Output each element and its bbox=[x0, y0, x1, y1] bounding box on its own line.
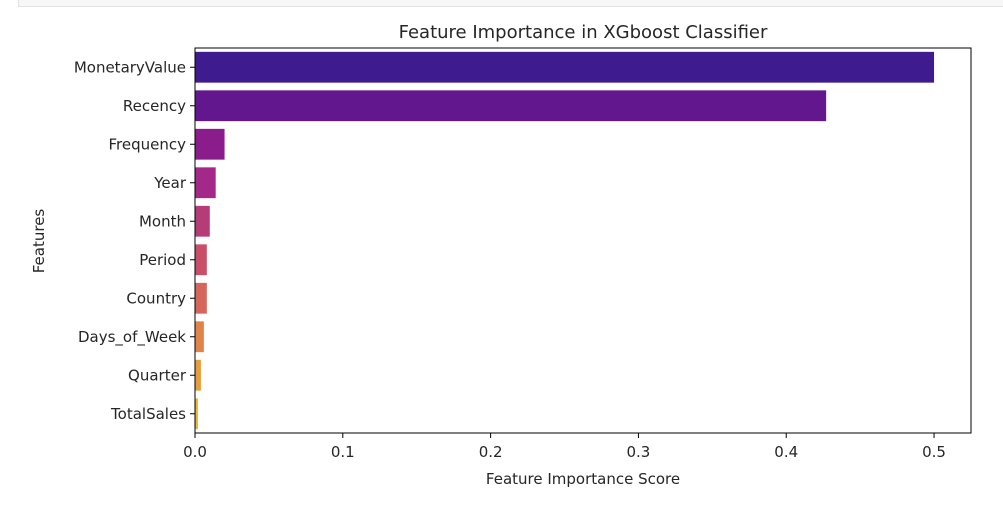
y-tick-label: Quarter bbox=[128, 366, 187, 384]
y-tick-label: Country bbox=[126, 289, 186, 307]
y-tick-label: Frequency bbox=[109, 135, 187, 153]
bar-quarter bbox=[195, 359, 201, 391]
y-tick-label: Month bbox=[139, 212, 186, 230]
bar-monetaryvalue bbox=[195, 51, 935, 83]
bar-recency bbox=[195, 90, 827, 122]
y-tick-label: Recency bbox=[123, 97, 186, 115]
y-axis-label: Features bbox=[30, 209, 48, 274]
plot-frame bbox=[194, 47, 972, 434]
bar-totalsales bbox=[195, 398, 198, 430]
bar-days-of-week bbox=[195, 321, 204, 353]
y-tick-label: Days_of_Week bbox=[78, 328, 186, 347]
bars-group bbox=[195, 51, 935, 430]
bar-country bbox=[195, 282, 207, 314]
x-axis-label: Feature Importance Score bbox=[486, 470, 680, 488]
y-tick-label: Period bbox=[139, 251, 186, 269]
x-tick-label: 0.4 bbox=[774, 443, 798, 461]
x-tick-label: 0.5 bbox=[922, 443, 946, 461]
chart-title: Feature Importance in XGboost Classifier bbox=[399, 22, 768, 43]
bar-year bbox=[195, 167, 216, 199]
x-tick-label: 0.0 bbox=[183, 443, 207, 461]
x-axis-ticks: 0.0 0.1 0.2 0.3 0.4 0.5 bbox=[183, 433, 946, 461]
bar-month bbox=[195, 205, 210, 237]
x-tick-label: 0.3 bbox=[626, 443, 650, 461]
x-tick-label: 0.1 bbox=[331, 443, 355, 461]
notebook-cell-edge bbox=[18, 0, 1003, 7]
y-tick-label: MonetaryValue bbox=[74, 58, 186, 76]
y-tick-label: TotalSales bbox=[110, 405, 186, 423]
x-tick-label: 0.2 bbox=[479, 443, 503, 461]
bar-period bbox=[195, 244, 207, 276]
y-tick-label: Year bbox=[153, 174, 187, 192]
bar-frequency bbox=[195, 128, 225, 160]
y-axis-ticks: MonetaryValue Recency Frequency Year Month Pe… bbox=[74, 58, 195, 423]
